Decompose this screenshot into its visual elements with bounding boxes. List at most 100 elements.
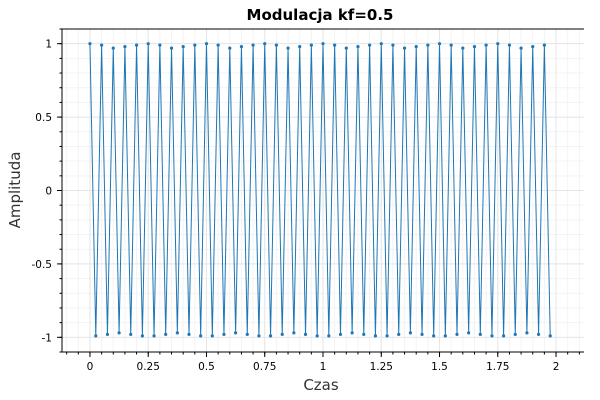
y-tick-label: -0.5: [32, 259, 53, 271]
data-point: [437, 42, 442, 46]
data-point: [286, 46, 290, 50]
data-point: [472, 45, 477, 49]
data-point: [350, 331, 354, 335]
x-tick-label: 1.5: [431, 361, 448, 373]
data-point: [426, 43, 430, 47]
data-point: [140, 334, 144, 338]
data-point: [268, 334, 273, 338]
data-point: [239, 45, 244, 49]
data-point: [117, 331, 121, 335]
data-point: [391, 43, 395, 47]
data-point: [420, 332, 424, 336]
y-tick-label: 0.5: [35, 112, 52, 124]
y-tick-layer: 1 0.5 0 -0.5 -1: [32, 39, 53, 345]
data-point: [455, 332, 459, 336]
data-point: [519, 46, 523, 50]
data-point: [402, 46, 407, 50]
x-axis-label: Czas: [303, 376, 339, 394]
data-point: [362, 332, 366, 336]
y-tick-label: 1: [45, 39, 52, 51]
data-point: [356, 45, 360, 49]
data-point: [432, 334, 436, 338]
data-point: [88, 42, 92, 46]
data-point: [129, 332, 133, 336]
data-point: [490, 334, 494, 338]
data-point: [461, 46, 465, 50]
data-point: [158, 43, 162, 47]
data-point: [251, 43, 255, 47]
data-point: [507, 43, 512, 47]
series-line: [89, 43, 551, 337]
data-point: [542, 43, 546, 47]
data-point: [315, 334, 319, 338]
data-point: [536, 332, 541, 336]
data-point: [123, 45, 127, 49]
data-point: [100, 43, 104, 47]
data-point: [234, 331, 238, 335]
data-point: [193, 43, 197, 47]
data-point: [111, 46, 115, 50]
data-point: [257, 334, 261, 338]
data-point: [187, 332, 191, 336]
x-tick-label: 0.75: [253, 361, 276, 373]
data-point: [385, 334, 389, 338]
data-point: [204, 42, 209, 46]
data-point: [175, 331, 179, 335]
data-point: [152, 334, 156, 338]
data-point: [309, 43, 313, 47]
data-point: [321, 42, 325, 46]
data-point: [531, 45, 535, 49]
grid-layer: [62, 28, 584, 353]
data-point: [228, 46, 232, 50]
data-point: [478, 332, 482, 336]
y-tick-label: 0: [45, 186, 52, 198]
x-tick-label: 1.75: [486, 361, 509, 373]
y-tick-label: -1: [42, 332, 52, 344]
data-point: [449, 43, 453, 47]
x-tick-label: 1: [320, 361, 327, 373]
data-point: [484, 43, 488, 47]
data-point: [245, 332, 249, 336]
data-point: [222, 332, 226, 336]
data-point: [327, 334, 331, 338]
axes-layer: [57, 28, 584, 357]
data-point: [216, 43, 220, 47]
y-axis-label: Amplituda: [6, 152, 24, 229]
x-tick-label: 0: [87, 361, 94, 373]
data-point: [414, 45, 418, 49]
data-point: [292, 331, 296, 335]
data-point: [379, 42, 383, 46]
data-point: [169, 46, 174, 50]
data-point: [496, 42, 500, 46]
data-point: [513, 332, 517, 336]
data-point: [373, 334, 378, 338]
data-point: [105, 332, 110, 336]
data-point: [502, 334, 506, 338]
x-tick-label: 0.25: [137, 361, 160, 373]
data-point: [303, 332, 308, 336]
data-point: [280, 332, 284, 336]
data-point: [134, 43, 139, 47]
data-point: [338, 332, 343, 336]
data-point: [210, 334, 214, 338]
data-point: [397, 332, 401, 336]
data-point: [368, 43, 372, 47]
data-point: [443, 334, 447, 338]
data-point: [164, 332, 168, 336]
chart-title: Modulacja kf=0.5: [247, 6, 394, 24]
x-tick-layer: 0 0.25 0.5 0.75 1 1.25 1.5 1.75 2: [87, 361, 560, 373]
data-point: [548, 334, 552, 338]
data-point: [333, 43, 337, 47]
x-tick-label: 2: [553, 361, 560, 373]
series-layer: [88, 42, 552, 338]
data-point: [408, 331, 412, 335]
data-point: [467, 331, 471, 335]
data-point: [274, 43, 278, 47]
data-point: [263, 42, 267, 46]
data-point: [298, 45, 302, 49]
x-tick-label: 0.5: [198, 361, 215, 373]
data-point: [146, 42, 150, 46]
data-point: [525, 331, 529, 335]
